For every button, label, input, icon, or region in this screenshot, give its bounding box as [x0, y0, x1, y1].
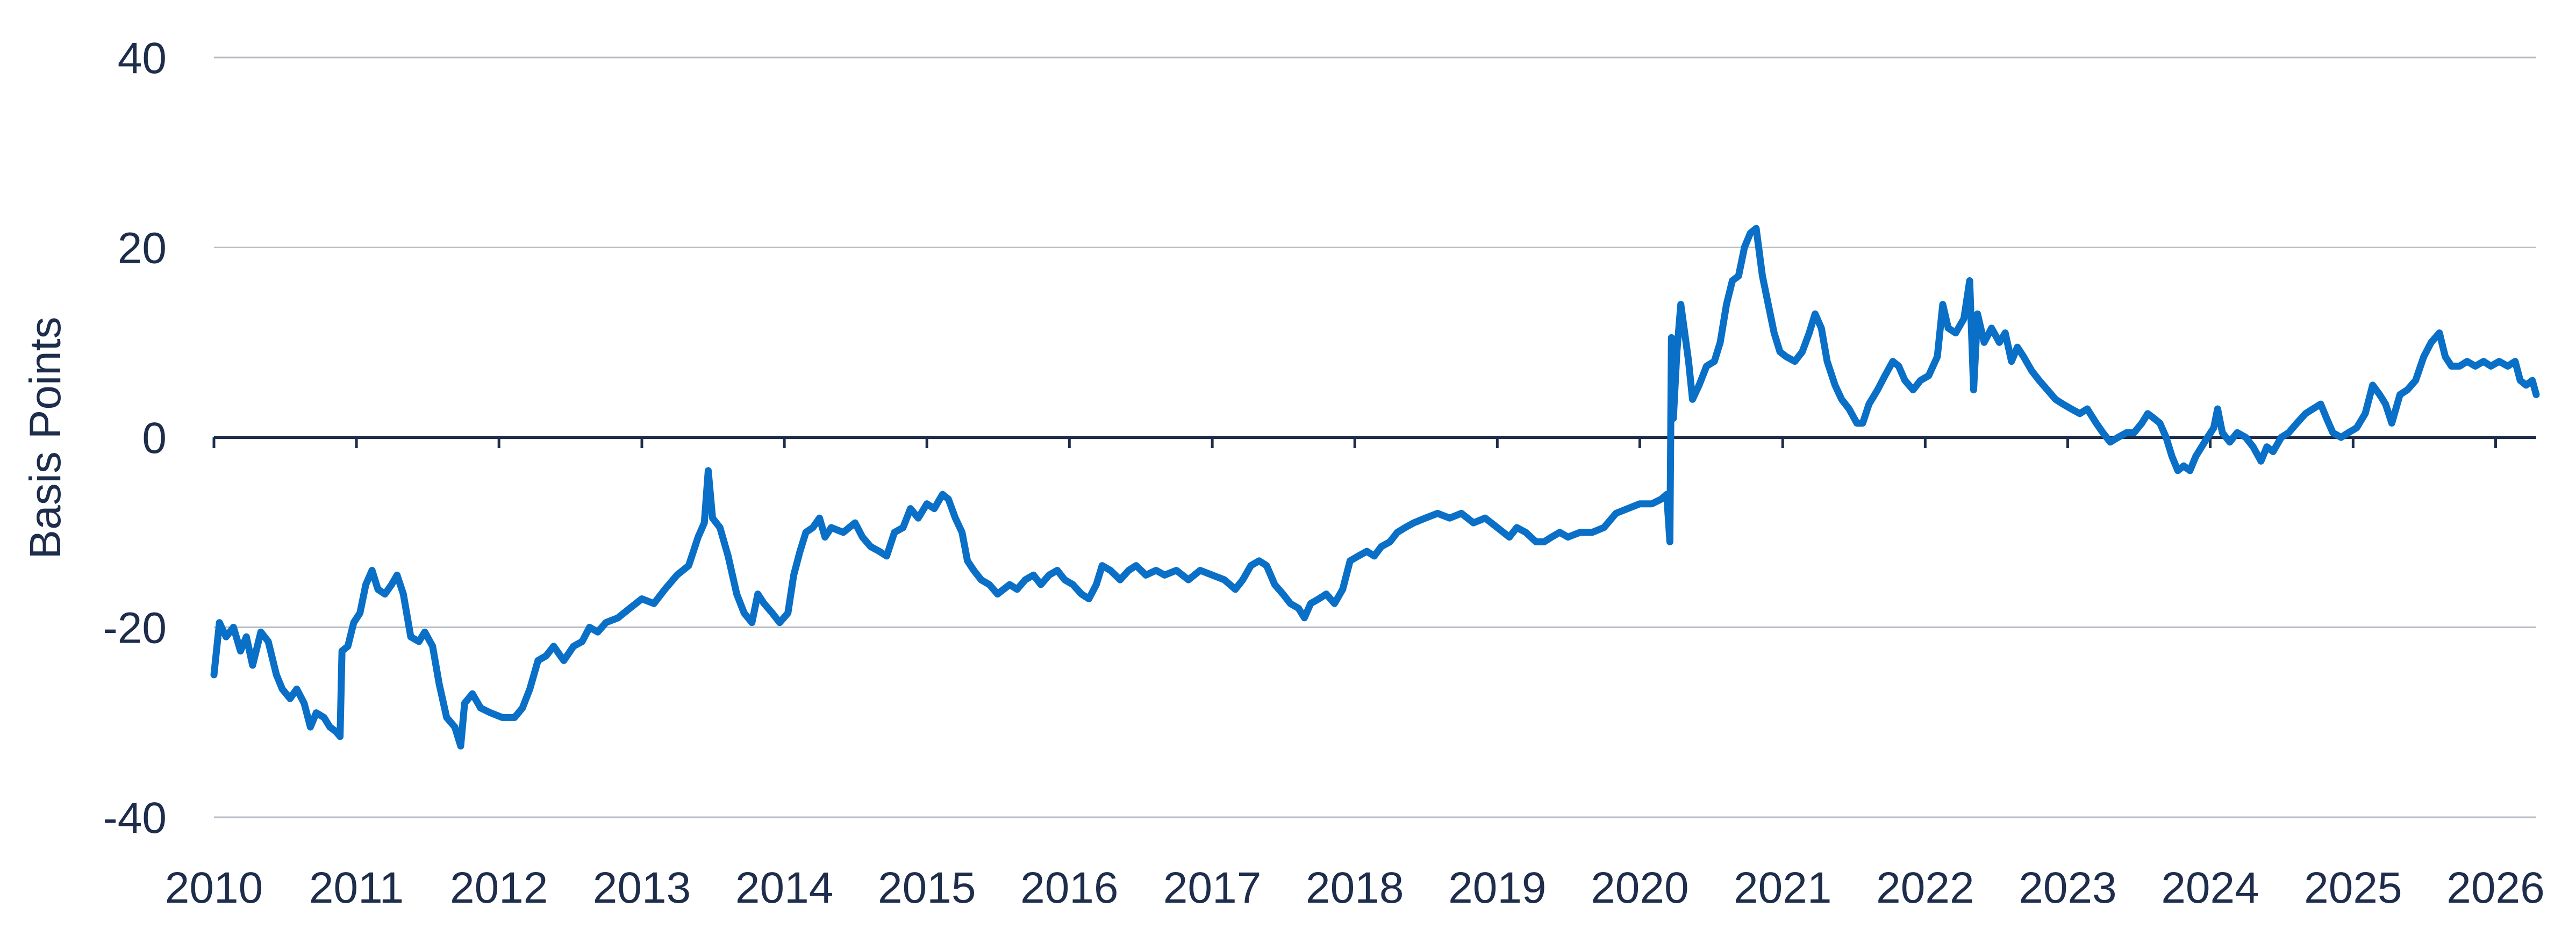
x-axis-tick-labels: 2010 2011 2012 2013 2014 2015 2016 2017 2018 2019… [165, 863, 2545, 912]
x-tick-label: 2020 [1591, 863, 1688, 912]
series-line-0 [210, 225, 2540, 750]
x-tick-label: 2016 [1020, 863, 1118, 912]
y-tick-label: 20 [118, 224, 167, 273]
series-layer [210, 225, 2540, 750]
x-tick-label: 2023 [2019, 863, 2116, 912]
x-tick-label: 2014 [735, 863, 833, 912]
x-tick-label: 2025 [2304, 863, 2402, 912]
x-tick-label: 2026 [2446, 863, 2544, 912]
x-tick-label: 2022 [1876, 863, 1974, 912]
zero-axis [212, 436, 2536, 448]
x-tick-label: 2012 [450, 863, 548, 912]
x-tick-label: 2015 [878, 863, 976, 912]
y-axis-title: Basis Points [21, 316, 70, 559]
x-tick-label: 2017 [1163, 863, 1261, 912]
x-tick-label: 2024 [2161, 863, 2259, 912]
x-tick-label: 2019 [1448, 863, 1546, 912]
x-tick-label: 2021 [1734, 863, 1831, 912]
y-tick-label: -20 [103, 604, 167, 653]
y-tick-label: 0 [142, 414, 167, 463]
y-tick-label: 40 [118, 34, 167, 83]
x-tick-label: 2013 [593, 863, 691, 912]
x-tick-label: 2018 [1306, 863, 1404, 912]
x-tick-label: 2010 [165, 863, 263, 912]
y-axis-tick-labels: 40 20 0 -20 -40 [103, 34, 167, 842]
y-tick-label: -40 [103, 794, 167, 842]
x-tick-label: 2011 [309, 863, 404, 912]
